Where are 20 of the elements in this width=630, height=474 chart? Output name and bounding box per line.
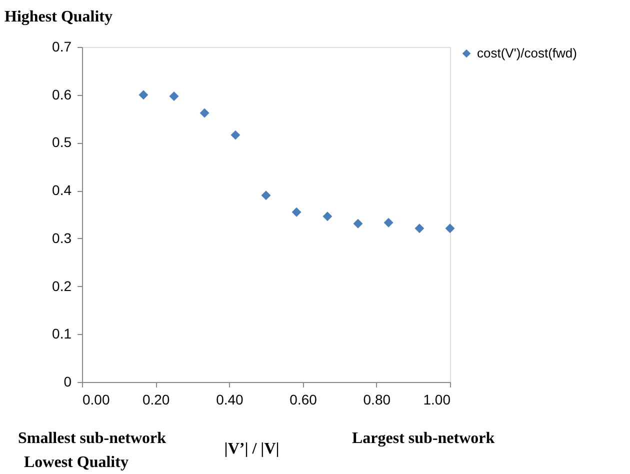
text: Smallest sub-network: [18, 430, 166, 447]
x-tick-label: 0.00: [82, 392, 110, 408]
y-tick-label: 0.5: [52, 134, 72, 150]
legend-label: cost(V')/cost(fwd): [477, 46, 577, 60]
y-tick-label: 0.1: [52, 326, 72, 342]
y-tick-label: 0: [64, 374, 72, 390]
x-tick-label: 0.40: [216, 392, 244, 408]
y-tick-label: 0.4: [52, 182, 72, 198]
x-tick-label: 0.60: [290, 392, 318, 408]
x-axis-title: |V’| / |V|: [224, 440, 280, 458]
x-tick-label: 1.00: [423, 392, 451, 408]
x-tick-label: 0.20: [142, 392, 170, 408]
y-tick-label: 0.2: [52, 278, 72, 294]
text: Lowest Quality: [24, 454, 128, 471]
y-axis-title: Highest Quality: [4, 8, 113, 26]
y-tick-label: 0.6: [52, 86, 72, 102]
y-tick-label: 0.3: [52, 230, 72, 246]
y-tick-label: 0.7: [52, 38, 72, 54]
text: Largest sub-network: [352, 430, 495, 447]
x-tick-label: 0.80: [363, 392, 391, 408]
